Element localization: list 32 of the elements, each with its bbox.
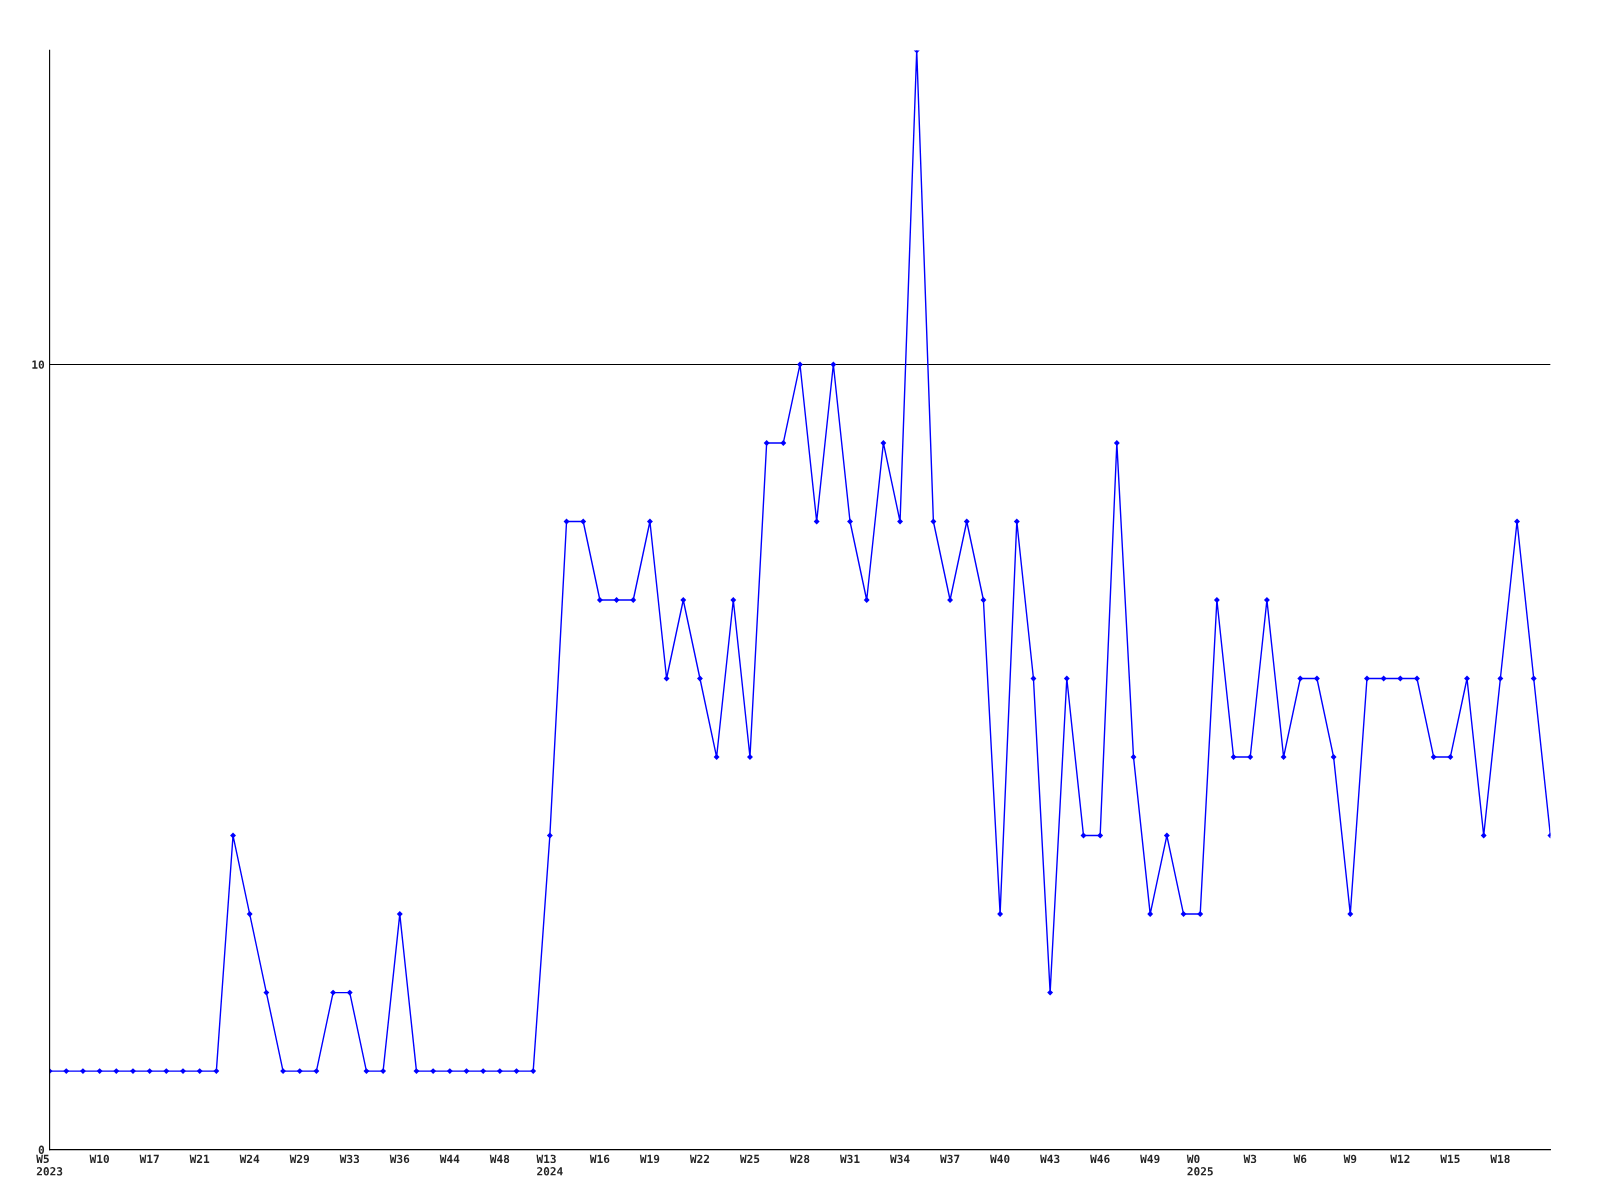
x-tick-label: W46: [1090, 1154, 1110, 1164]
x-tick-label: W18: [1490, 1154, 1510, 1164]
x-tick-label: W6: [1293, 1154, 1307, 1164]
x-tick-label: W10: [89, 1154, 109, 1164]
x-tick-label: W43: [1040, 1154, 1060, 1164]
x-tick-label: W29: [289, 1154, 310, 1164]
x-tick-label: W33: [339, 1154, 360, 1164]
x-tick-label: W16: [589, 1154, 610, 1164]
y-tick-label: 10: [32, 360, 45, 369]
x-tick-label: W12: [1390, 1154, 1410, 1163]
x-tick-label: W28: [789, 1154, 810, 1164]
x-tick-label: W13 2024: [536, 1154, 563, 1176]
x-tick-label: W21: [189, 1154, 210, 1163]
x-tick-label: W37: [940, 1154, 960, 1164]
x-tick-label: W34: [890, 1154, 910, 1164]
x-tick-label: W0 2025: [1186, 1154, 1213, 1176]
x-tick-label: W15: [1440, 1154, 1460, 1164]
x-tick-label: W9: [1343, 1154, 1357, 1164]
x-tick-label: W40: [990, 1154, 1010, 1164]
x-tick-label: W3: [1243, 1154, 1257, 1164]
x-tick-label: W36: [389, 1154, 410, 1164]
x-tick-label: W31: [839, 1154, 860, 1164]
x-tick-label: W17: [139, 1154, 159, 1163]
x-tick-label: W5 2023: [36, 1154, 63, 1176]
x-tick-label: W19: [639, 1154, 660, 1164]
x-tick-label: W22: [689, 1154, 710, 1163]
x-tick-label: W24: [239, 1154, 260, 1163]
x-tick-label: W44: [439, 1154, 460, 1163]
x-tick-label: W49: [1140, 1154, 1160, 1164]
x-tick-label: W25: [739, 1154, 760, 1164]
y-tick-label: 0: [38, 1145, 45, 1154]
x-tick-label: W48: [489, 1154, 510, 1164]
